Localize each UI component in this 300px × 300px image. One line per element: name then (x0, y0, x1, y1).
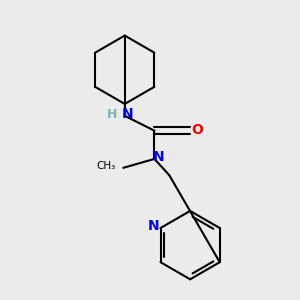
Text: N: N (148, 219, 160, 232)
Text: CH₃: CH₃ (97, 161, 116, 171)
Text: N: N (152, 150, 164, 164)
Text: O: O (192, 123, 203, 137)
Text: N: N (122, 107, 134, 121)
Text: H: H (107, 108, 117, 121)
